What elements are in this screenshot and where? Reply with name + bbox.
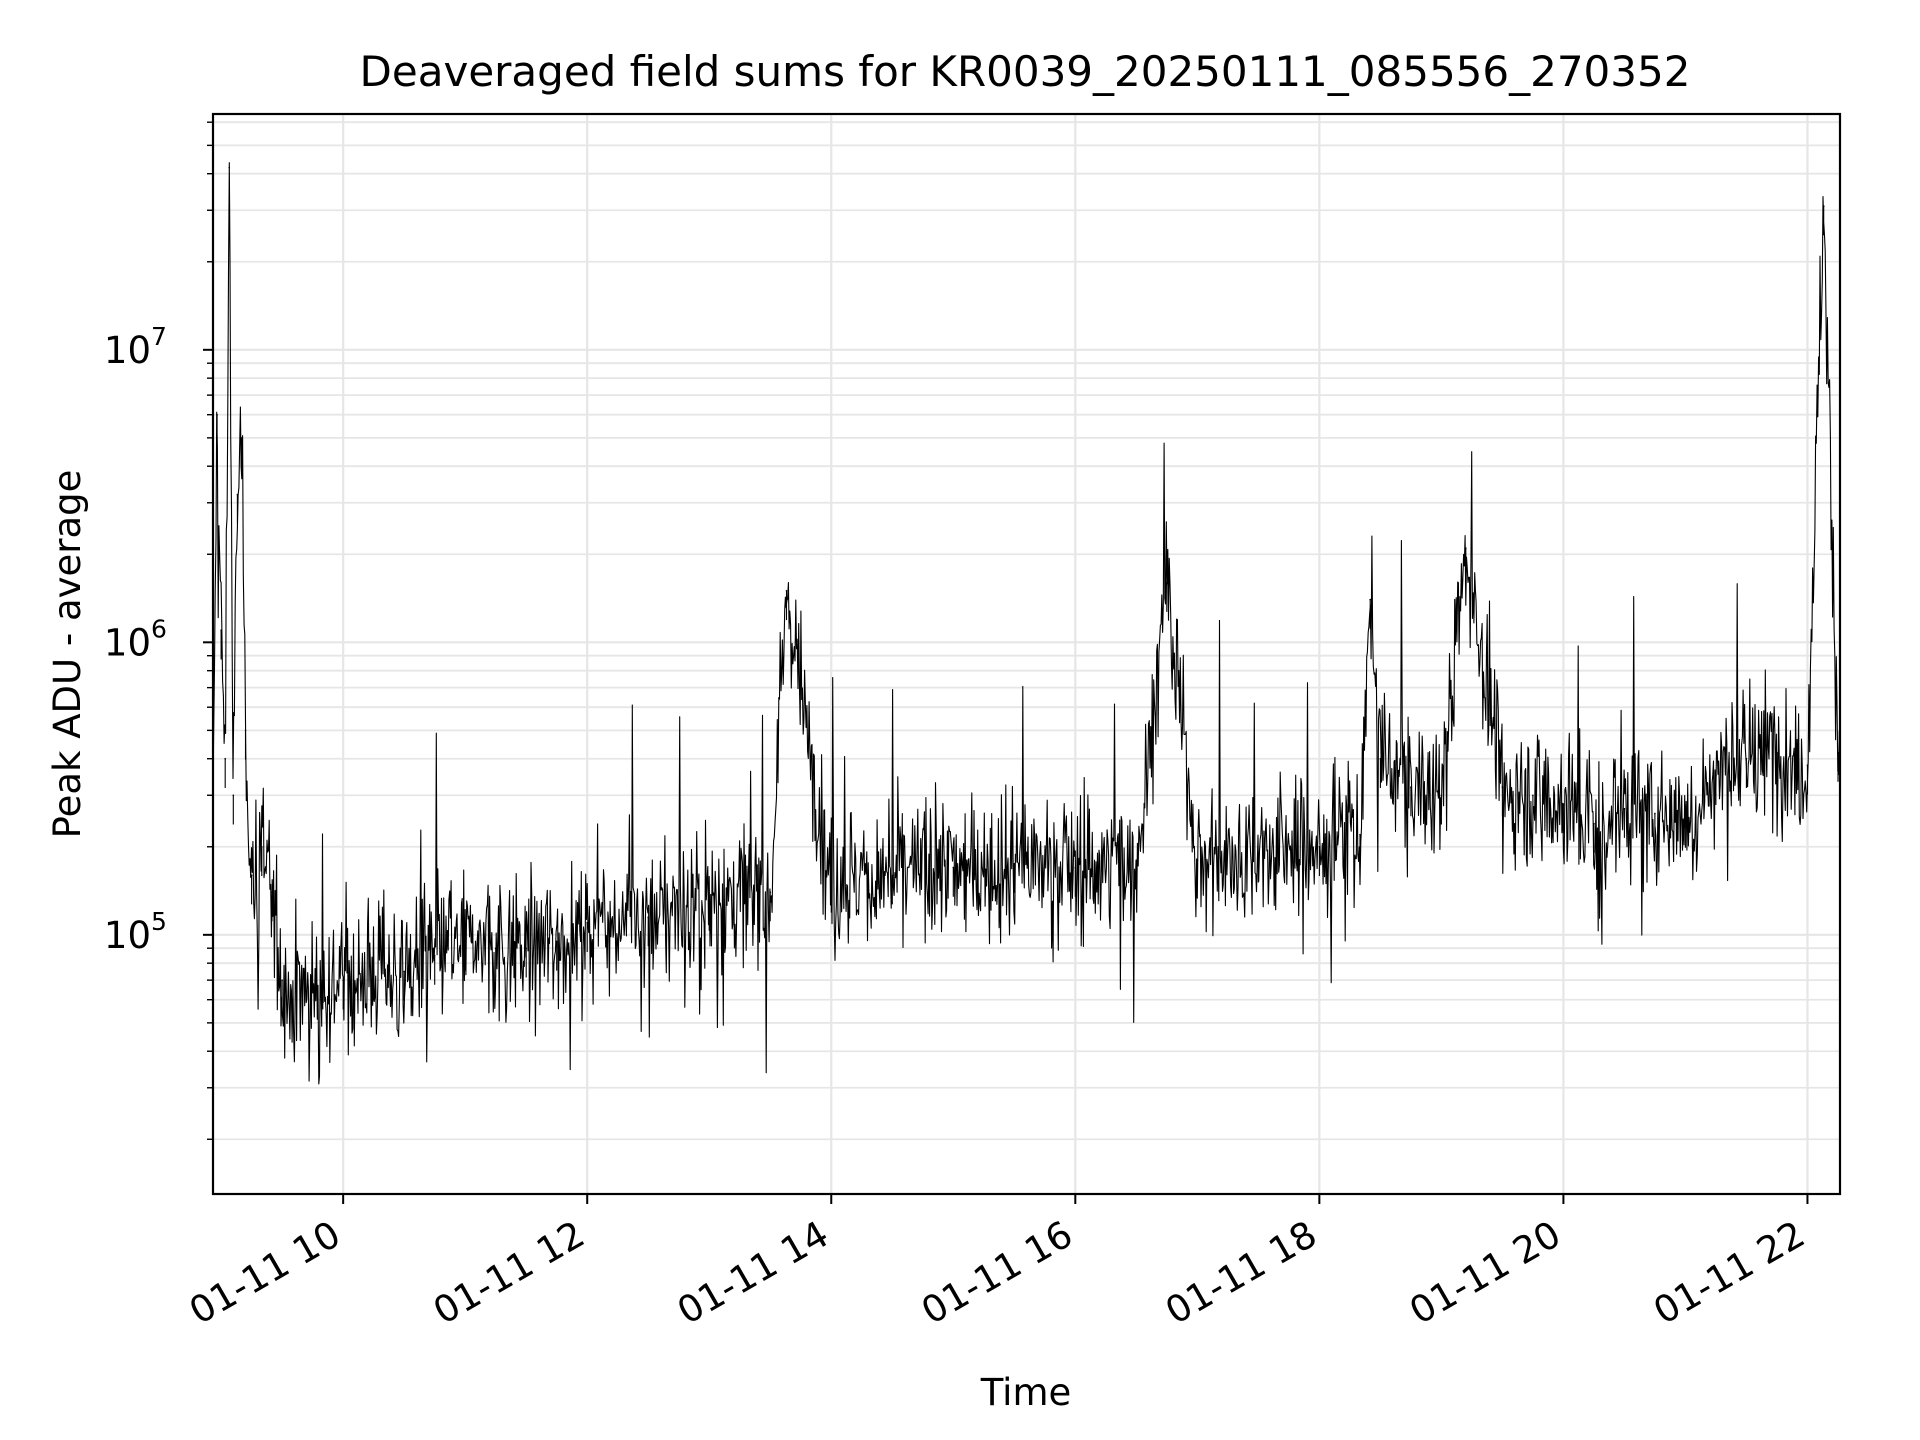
data-point: [1501, 786, 1504, 788]
data-point: [372, 970, 375, 973]
data-point: [555, 940, 558, 943]
data-point: [291, 998, 294, 1001]
data-point: [1776, 751, 1778, 754]
data-point: [1715, 774, 1717, 777]
chart-title: Deaveraged field sums for KR0039_2025011…: [360, 47, 1691, 96]
data-point: [586, 921, 589, 924]
y-tick-label: 107: [104, 322, 167, 372]
data-point: [1684, 817, 1687, 820]
data-point: [224, 757, 227, 760]
data-point: [785, 590, 788, 592]
data-point: [1257, 852, 1260, 855]
plot-frame: [211, 112, 1842, 1196]
data-point: [769, 891, 772, 893]
data-point: [1745, 757, 1748, 760]
data-point: [1562, 803, 1565, 805]
data-point: [1013, 862, 1016, 865]
data-point: [1806, 764, 1809, 767]
data-point: [464, 940, 466, 943]
data-point: [244, 729, 247, 732]
data-point: [228, 166, 231, 169]
data-point: [525, 947, 527, 950]
data-point: [240, 437, 243, 439]
data-point: [403, 970, 405, 973]
data-point: [236, 493, 239, 496]
data-point: [647, 916, 650, 918]
data-point: [1379, 757, 1382, 760]
data-point: [1440, 794, 1443, 797]
grid: [213, 114, 1840, 1194]
data-point: [830, 882, 833, 885]
y-tick-label: 106: [104, 614, 167, 664]
data-point: [1464, 547, 1467, 549]
data-point: [1623, 807, 1626, 810]
data-point: [708, 900, 711, 903]
data-point: [1654, 812, 1656, 815]
data-point: [1196, 859, 1199, 861]
series-line: [212, 162, 1841, 1085]
data-point: [301, 988, 304, 991]
data-point: [1532, 794, 1534, 797]
data-point: [342, 979, 344, 981]
data-point: [1318, 845, 1321, 848]
data-point: [952, 866, 955, 869]
x-axis-label: Time: [980, 1371, 1072, 1414]
data-point: [261, 845, 263, 848]
data-point: [1074, 866, 1077, 869]
y-axis-label: Peak ADU - average: [46, 470, 89, 839]
data-point: [322, 979, 324, 981]
y-tick-label: 105: [104, 907, 167, 957]
data-point: [1593, 822, 1595, 825]
data-point: [891, 874, 894, 876]
data-point: [1166, 581, 1168, 584]
data-point: [1369, 598, 1372, 601]
data-point: [220, 629, 222, 632]
data-point: [494, 947, 497, 950]
data-point: [1135, 859, 1138, 861]
data-point: [1822, 205, 1825, 207]
data-point: [232, 794, 235, 797]
data-point: [250, 874, 253, 876]
plot-area: [212, 162, 1841, 1085]
data-point: [1359, 833, 1361, 836]
data-point: [281, 979, 283, 981]
data-point: [271, 891, 273, 893]
data-point: [1410, 786, 1412, 788]
data-point: [433, 954, 436, 957]
data-point: [1837, 751, 1839, 754]
data-point: [216, 413, 218, 416]
